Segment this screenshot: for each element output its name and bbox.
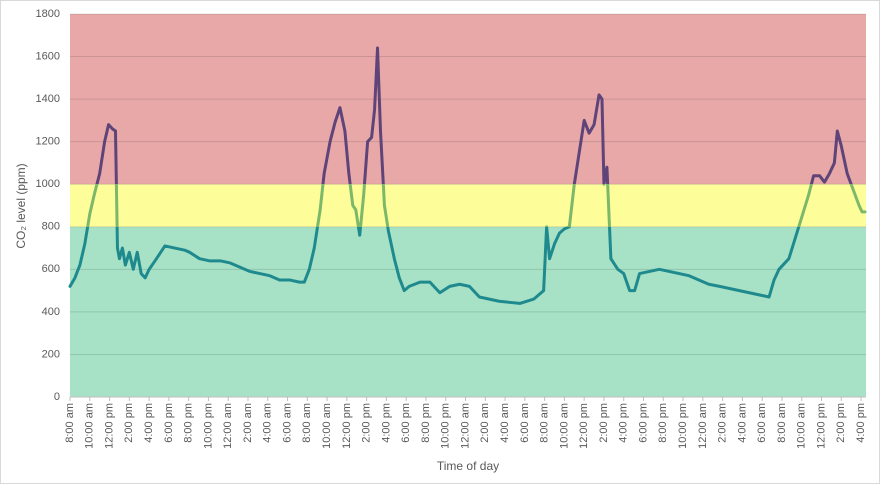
y-tick-label: 800 bbox=[42, 221, 60, 233]
x-tick-label: 10:00 am bbox=[796, 403, 808, 449]
x-tick-label: 2:00 pm bbox=[123, 403, 135, 443]
x-tick-label: 4:00 pm bbox=[143, 403, 155, 443]
x-tick-label: 12:00 am bbox=[459, 403, 471, 449]
y-tick-label: 400 bbox=[42, 306, 60, 318]
x-tick-label: 2:00 am bbox=[717, 403, 729, 443]
x-tick-label: 12:00 pm bbox=[578, 403, 590, 449]
zone-band bbox=[70, 184, 866, 227]
x-tick-label: 8:00 am bbox=[539, 403, 551, 443]
x-tick-label: 8:00 pm bbox=[183, 403, 195, 443]
y-tick-label: 200 bbox=[42, 348, 60, 360]
zone-band bbox=[70, 14, 866, 185]
x-tick-label: 10:00 pm bbox=[440, 403, 452, 449]
x-tick-label: 4:00 pm bbox=[855, 403, 867, 443]
y-tick-label: 1200 bbox=[36, 136, 60, 148]
y-tick-label: 1000 bbox=[36, 178, 60, 190]
x-tick-label: 12:00 am bbox=[697, 403, 709, 449]
y-tick-label: 0 bbox=[54, 391, 60, 403]
x-tick-label: 4:00 am bbox=[736, 403, 748, 443]
x-tick-label: 4:00 am bbox=[499, 403, 511, 443]
y-tick-label: 1600 bbox=[36, 50, 60, 62]
x-tick-label: 8:00 am bbox=[776, 403, 788, 443]
y-tick-label: 1400 bbox=[36, 93, 60, 105]
y-tick-label: 1800 bbox=[36, 8, 60, 20]
x-tick-label: 6:00 pm bbox=[637, 403, 649, 443]
x-tick-label: 8:00 pm bbox=[657, 403, 669, 443]
x-tick-label: 10:00 pm bbox=[202, 403, 214, 449]
x-tick-label: 4:00 pm bbox=[380, 403, 392, 443]
x-tick-label: 10:00 am bbox=[558, 403, 570, 449]
x-tick-label: 2:00 pm bbox=[361, 403, 373, 443]
x-tick-label: 2:00 pm bbox=[835, 403, 847, 443]
x-tick-label: 6:00 pm bbox=[163, 403, 175, 443]
x-tick-label: 8:00 am bbox=[301, 403, 313, 443]
x-tick-label: 6:00 pm bbox=[400, 403, 412, 443]
x-tick-label: 10:00 pm bbox=[677, 403, 689, 449]
y-tick-label: 600 bbox=[42, 263, 60, 275]
x-tick-label: 12:00 pm bbox=[341, 403, 353, 449]
x-axis-title: Time of day bbox=[437, 459, 499, 473]
zone-band bbox=[70, 226, 866, 397]
x-tick-label: 10:00 am bbox=[84, 403, 96, 449]
x-tick-label: 12:00 pm bbox=[103, 403, 115, 449]
y-axis-title: CO₂ level (ppm) bbox=[14, 163, 28, 248]
x-tick-label: 2:00 pm bbox=[598, 403, 610, 443]
x-tick-label: 6:00 am bbox=[281, 403, 293, 443]
x-tick-label: 4:00 am bbox=[262, 403, 274, 443]
x-tick-label: 12:00 pm bbox=[815, 403, 827, 449]
x-tick-label: 2:00 am bbox=[242, 403, 254, 443]
x-tick-label: 6:00 am bbox=[756, 403, 768, 443]
x-tick-label: 8:00 am bbox=[64, 403, 76, 443]
x-tick-label: 6:00 am bbox=[519, 403, 531, 443]
co2-line bbox=[68, 46, 867, 305]
x-tick-label: 12:00 am bbox=[222, 403, 234, 449]
x-tick-label: 2:00 am bbox=[479, 403, 491, 443]
x-tick-label: 8:00 pm bbox=[420, 403, 432, 443]
x-tick-label: 4:00 pm bbox=[618, 403, 630, 443]
x-tick-label: 10:00 am bbox=[321, 403, 333, 449]
